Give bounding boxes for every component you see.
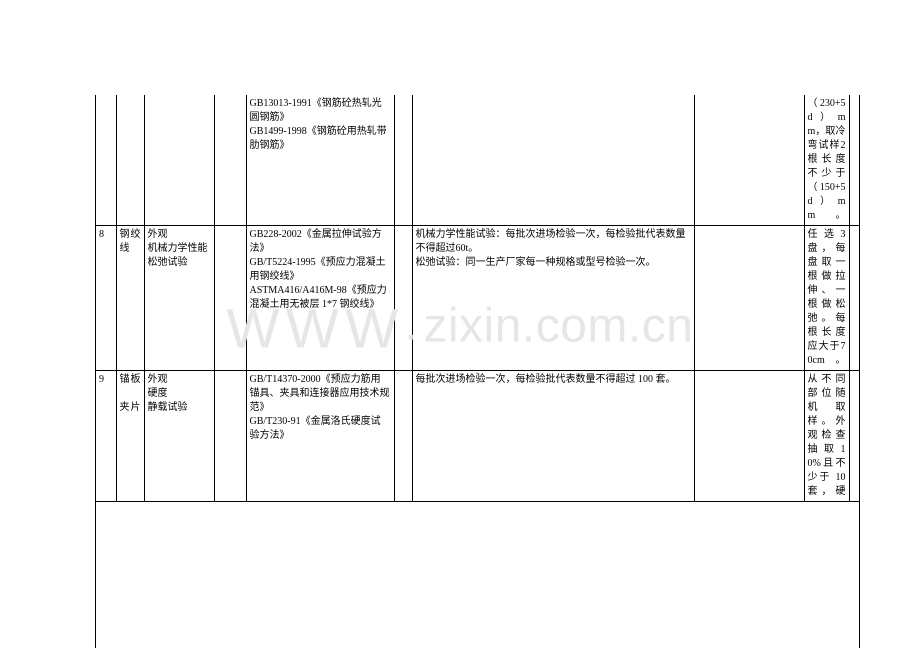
cell-test-items: 外观硬度静载试验: [144, 371, 214, 502]
specification-table: GB13013-1991《钢筋砼热轧光圆钢筋》GB1499-1998《钢筋砼用热…: [95, 95, 860, 648]
cell-blank2: [394, 95, 412, 226]
cell-sampling: （230+5d）mm，取冷弯试样2根长度不少于（150+5d）mm。: [804, 95, 849, 226]
data-table: GB13013-1991《钢筋砼热轧光圆钢筋》GB1499-1998《钢筋砼用热…: [96, 95, 859, 502]
cell-standards: GB/T14370-2000《预应力筋用锚具、夹具和连接器应用技术规范》GB/T…: [246, 371, 394, 502]
cell-sampling: 从不同部位随机取样。外观检查抽取10%且不少于 10 套，硬: [804, 371, 849, 502]
cell-blank: [214, 95, 246, 226]
cell-test-items: [144, 95, 214, 226]
cell-blank3: [694, 95, 804, 226]
table-row: GB13013-1991《钢筋砼热轧光圆钢筋》GB1499-1998《钢筋砼用热…: [96, 95, 859, 226]
cell-material: [116, 95, 144, 226]
cell-blank: [214, 371, 246, 502]
cell-blank: [214, 226, 246, 371]
cell-standards: GB228-2002《金属拉伸试验方法》GB/T5224-1995《预应力混凝土…: [246, 226, 394, 371]
cell-tail: [849, 95, 859, 226]
cell-frequency: 每批次进场检验一次，每检验批代表数量不得超过 100 套。: [412, 371, 694, 502]
cell-blank2: [394, 371, 412, 502]
cell-material: 锚板夹片: [116, 371, 144, 502]
cell-index: [96, 95, 116, 226]
cell-sampling: 任选3盘，每盘取一根做拉伸、一根做松弛。每根长度应大于70cm。: [804, 226, 849, 371]
cell-index: 8: [96, 226, 116, 371]
cell-frequency: 机械力学性能试验：每批次进场检验一次，每检验批代表数量不得超过60t。松弛试验：…: [412, 226, 694, 371]
cell-tail: [849, 226, 859, 371]
cell-tail: [849, 371, 859, 502]
cell-blank2: [394, 226, 412, 371]
cell-material: 钢绞线: [116, 226, 144, 371]
table-row: 9 锚板夹片 外观硬度静载试验 GB/T14370-2000《预应力筋用锚具、夹…: [96, 371, 859, 502]
cell-blank3: [694, 226, 804, 371]
cell-index: 9: [96, 371, 116, 502]
cell-blank3: [694, 371, 804, 502]
table-row: 8 钢绞线 外观机械力学性能松弛试验 GB228-2002《金属拉伸试验方法》G…: [96, 226, 859, 371]
cell-frequency: [412, 95, 694, 226]
cell-test-items: 外观机械力学性能松弛试验: [144, 226, 214, 371]
cell-standards: GB13013-1991《钢筋砼热轧光圆钢筋》GB1499-1998《钢筋砼用热…: [246, 95, 394, 226]
